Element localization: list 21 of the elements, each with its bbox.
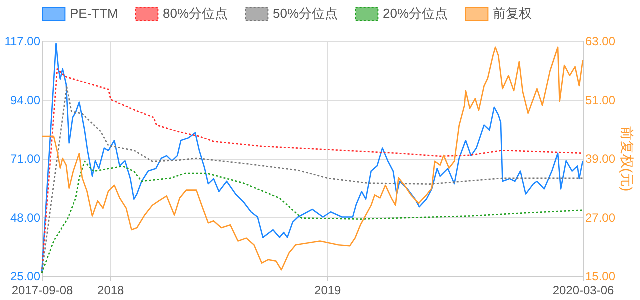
- legend-label: PE-TTM: [70, 6, 118, 22]
- x-tick-label: 2017-09-08: [12, 284, 74, 298]
- legend-label: 20%分位点: [383, 6, 448, 22]
- x-tick-label: 2019: [314, 284, 342, 298]
- y-tick-label: 117.00: [4, 34, 41, 48]
- line-series: [41, 160, 584, 274]
- y2-tick-label: 39.00: [586, 152, 616, 166]
- y2-tick-label: 63.00: [586, 34, 616, 48]
- legend-label: 前复权: [493, 6, 532, 22]
- y2-axis-title: 前复权(元): [620, 126, 636, 192]
- x-tick-label: 2020-03-06: [552, 284, 615, 298]
- y-tick-label: 48.00: [10, 210, 41, 225]
- legend-label: 80%分位点: [163, 6, 228, 22]
- legend-label: 50%分位点: [273, 6, 338, 22]
- y-tick-label: 25.00: [10, 270, 41, 284]
- y2-tick-label: 51.00: [586, 93, 616, 108]
- y-tick-label: 94.00: [10, 93, 41, 108]
- y-tick-label: 71.00: [10, 152, 41, 166]
- x-tick-label: 2018: [98, 284, 125, 298]
- y2-tick-label: 15.00: [586, 270, 616, 284]
- y2-tick-label: 27.00: [586, 210, 616, 225]
